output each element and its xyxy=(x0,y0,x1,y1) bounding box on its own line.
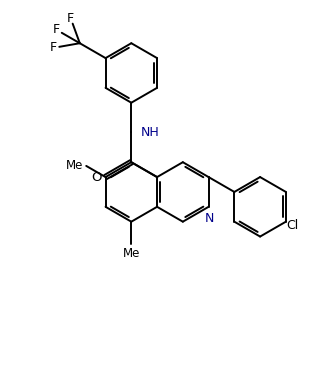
Text: F: F xyxy=(53,23,60,36)
Text: F: F xyxy=(67,11,74,24)
Text: Me: Me xyxy=(66,159,83,172)
Text: O: O xyxy=(91,171,102,184)
Text: NH: NH xyxy=(141,126,160,139)
Text: Cl: Cl xyxy=(286,219,298,232)
Text: Me: Me xyxy=(123,247,140,260)
Text: N: N xyxy=(205,212,214,225)
Text: F: F xyxy=(50,41,57,54)
